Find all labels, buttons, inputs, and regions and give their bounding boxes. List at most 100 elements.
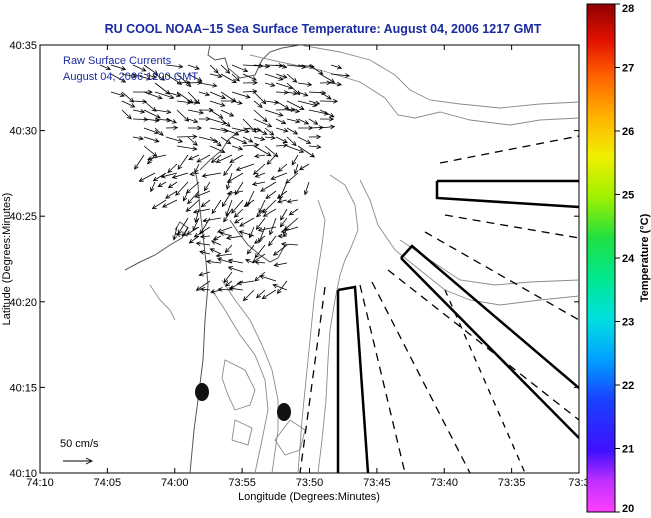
current-vector-arrow <box>286 127 299 135</box>
current-vector-arrow <box>209 109 224 119</box>
current-vector-arrow <box>269 217 277 236</box>
current-vector-arrow <box>277 233 288 239</box>
colorbar-tick-label: 27 <box>622 63 634 75</box>
x-tick-label: 74:00 <box>161 477 189 489</box>
current-vector-arrow <box>279 217 288 228</box>
current-vector-arrow <box>255 208 266 218</box>
current-vector-arrow <box>165 136 184 143</box>
current-vector-arrow <box>259 274 277 282</box>
current-vector-arrow <box>121 109 132 120</box>
current-vector-arrow <box>224 280 233 287</box>
current-vector-arrow <box>185 181 200 194</box>
current-vector-arrow <box>210 154 222 163</box>
current-vector-arrow <box>188 235 200 244</box>
current-vector-arrow <box>236 280 255 286</box>
y-axis-label: Latitude (Degrees:Minutes) <box>1 193 13 326</box>
sensor-marker <box>195 383 209 401</box>
current-vector-arrow <box>172 226 178 241</box>
current-vector-arrow <box>255 217 266 231</box>
current-vector-arrow <box>280 241 299 247</box>
current-vector-arrow <box>265 190 277 200</box>
current-vector-arrow <box>275 100 290 110</box>
current-vector-arrow <box>203 181 211 192</box>
current-vector-arrow <box>275 143 289 148</box>
surface-current-vectors <box>99 63 351 302</box>
current-vector-arrow <box>143 64 159 75</box>
overlay-date: August 04, 2006 1200 GMT <box>63 71 198 83</box>
current-vector-arrow <box>255 289 266 299</box>
current-vector-arrow <box>253 145 272 157</box>
current-vector-arrow <box>286 100 305 110</box>
current-vector-arrow <box>143 127 160 135</box>
current-vector-arrow <box>209 136 222 147</box>
current-vector-arrow <box>182 226 189 237</box>
current-vector-arrow <box>225 235 244 241</box>
current-vector-arrow <box>262 208 277 217</box>
current-vector-arrow <box>303 181 310 196</box>
current-vector-arrow <box>209 100 226 107</box>
current-vector-arrow <box>132 135 144 141</box>
current-vector-arrow <box>209 248 222 255</box>
current-vector-arrow <box>297 91 309 97</box>
current-vector-arrow <box>187 190 200 205</box>
colorbar-tick-label: 21 <box>622 444 634 456</box>
current-vector-arrow <box>199 234 211 239</box>
current-vector-arrow <box>226 172 244 183</box>
current-vector-arrow <box>231 199 244 214</box>
colorbar-ticks: 28 27 26 25 24 23 22 21 20 <box>615 3 635 515</box>
temperature-colorbar <box>586 3 616 513</box>
current-vector-arrow <box>233 217 244 224</box>
current-vector-arrow <box>199 217 211 235</box>
colorbar-tick-label: 24 <box>622 253 635 265</box>
current-vector-arrow <box>275 73 288 79</box>
current-vector-arrow <box>99 64 112 71</box>
colorbar-label: Temperature (°C) <box>639 213 651 302</box>
y-tick-label: 40:10 <box>9 468 37 480</box>
current-vector-arrow <box>319 73 336 83</box>
current-vector-arrow <box>165 118 178 124</box>
current-vector-arrow <box>161 199 178 208</box>
shipping-lane-outline-2 <box>400 244 579 439</box>
current-vector-arrow <box>238 230 255 237</box>
current-vector-arrow <box>196 154 211 163</box>
current-vector-arrow <box>165 64 184 69</box>
current-vector-arrow <box>138 172 156 182</box>
y-axis-ticks: 40:35 40:30 40:25 40:20 40:15 40:10 <box>9 40 579 480</box>
current-vector-arrow <box>308 64 324 75</box>
current-vector-arrow <box>176 145 198 151</box>
current-vector-arrow <box>260 181 277 192</box>
current-vector-arrow <box>211 199 222 215</box>
current-vector-arrow <box>198 116 211 122</box>
current-vector-arrow <box>235 163 255 172</box>
current-vector-arrow <box>132 73 152 81</box>
dashed-boundary-lines <box>299 135 579 473</box>
current-vector-arrow <box>242 73 257 81</box>
current-vector-arrow <box>154 109 172 115</box>
current-vector-arrow <box>275 136 288 143</box>
current-vector-arrow <box>147 154 167 161</box>
survey-outlines <box>336 179 579 473</box>
current-vector-arrow <box>257 226 277 233</box>
plot-frame <box>39 44 580 474</box>
current-vector-arrow <box>280 208 288 221</box>
map-title: RU COOL NOAA–15 Sea Surface Temperature:… <box>105 22 542 36</box>
x-tick-label: 73:50 <box>296 477 324 489</box>
current-vector-arrow <box>229 154 244 163</box>
current-vector-arrow <box>319 80 332 86</box>
current-vector-arrow <box>202 217 222 223</box>
current-vector-arrow <box>210 240 222 246</box>
current-vector-arrow <box>215 154 233 163</box>
current-vector-arrow <box>143 136 160 143</box>
current-vector-arrow <box>273 262 288 268</box>
current-vector-arrow <box>187 136 198 146</box>
current-vector-arrow <box>212 235 222 241</box>
current-vector-arrow <box>147 154 156 165</box>
bathymetry-contours <box>149 45 579 473</box>
current-vector-arrow <box>308 118 319 125</box>
current-vector-arrow <box>121 91 135 103</box>
colorbar-tick-label: 20 <box>622 503 634 515</box>
current-vector-arrow <box>264 82 276 87</box>
current-vector-arrow <box>167 163 178 174</box>
current-vector-arrow <box>275 118 287 125</box>
current-vector-arrow <box>224 244 233 254</box>
